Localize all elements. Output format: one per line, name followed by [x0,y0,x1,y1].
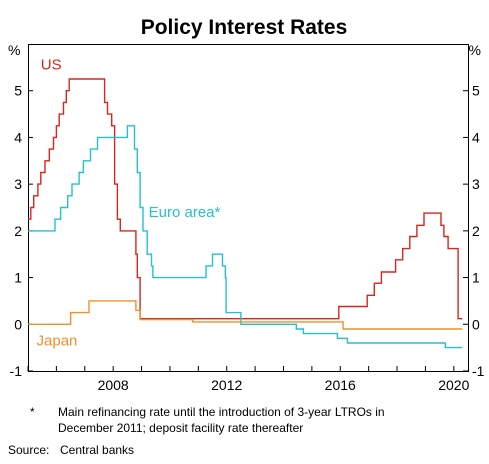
y-tick-label-left-1: 0 [14,316,22,332]
footnote-marker: * [30,405,35,419]
footnote-line-2: December 2011; deposit facility rate the… [58,421,303,435]
series-label-euro-area: Euro area* [149,204,221,221]
x-tick-label-0: 2008 [98,377,129,393]
y-unit-left: % [8,42,20,58]
series-line-us [28,78,463,320]
source-label: Source: [8,443,49,457]
x-tick-label-2: 2016 [325,377,356,393]
y-tick-label-left-2: 1 [14,270,22,286]
y-tick-label-left-0: -1 [10,363,23,379]
series-labels: US Euro area* Japan [37,57,221,350]
plot-frame [28,44,469,372]
y-tick-label-right-2: 1 [472,270,480,286]
y-tick-label-left-5: 4 [14,129,22,145]
y-tick-label-left-4: 3 [14,176,22,192]
series-label-us: US [41,57,62,74]
y-tick-label-left-3: 2 [14,223,22,239]
series-line-japan [28,300,463,330]
x-tick-label-3: 2020 [438,377,469,393]
y-tick-label-right-1: 0 [472,316,480,332]
y-tick-label-right-6: 5 [472,83,480,99]
x-tick-label-1: 2012 [211,377,242,393]
series-line-euro-area [28,125,463,349]
y-tick-label-right-0: -1 [472,363,485,379]
series-lines [28,78,463,349]
chart-title: Policy Interest Rates [141,16,348,39]
y-tick-label-right-5: 4 [472,129,480,145]
axis-ticks: -1 -1 0 0 1 1 2 2 3 3 4 4 5 5 2008 2012 2016 2020 [10,83,485,393]
y-tick-label-right-3: 2 [472,223,480,239]
source-text: Central banks [60,443,134,457]
y-unit-right: % [469,42,481,58]
y-tick-label-right-4: 3 [472,176,480,192]
footnote-line-1: Main refinancing rate until the introduc… [58,405,385,419]
y-tick-label-left-6: 5 [14,83,22,99]
series-label-japan: Japan [37,332,78,349]
